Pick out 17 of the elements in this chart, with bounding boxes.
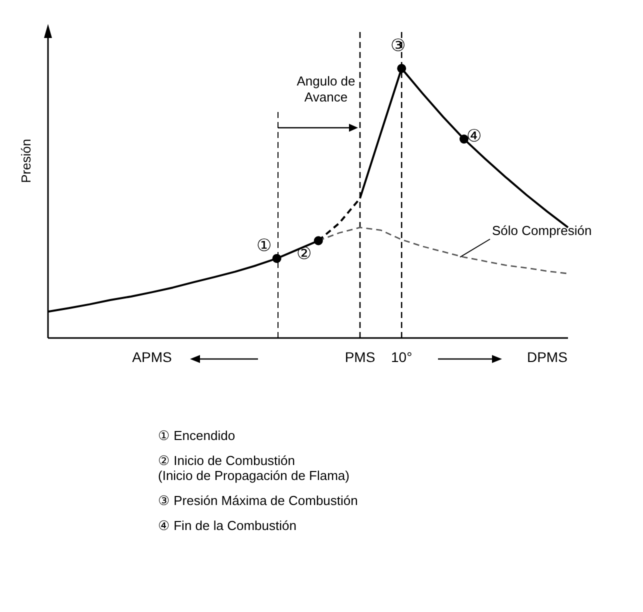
x-tick-label: PMS: [344, 349, 376, 365]
text: ③ Presión Máxima de Combustión: [158, 493, 359, 508]
y-axis-title: Presión: [18, 138, 34, 183]
annotation: ①: [256, 236, 272, 255]
annotation: Angulo de Avance: [296, 74, 356, 105]
x-tick-label: APMS: [132, 349, 172, 365]
x-tick-label: 10°: [391, 349, 412, 365]
text: ① Encendido: [158, 428, 236, 443]
text: ② Inicio de Combustión (Inicio de Propagación de Flama): [158, 453, 350, 483]
text: ④ Fin de la Combustión: [158, 518, 298, 533]
series-label: Sólo Compresión: [492, 223, 592, 238]
annotation: ④: [466, 126, 482, 146]
point: [314, 236, 323, 246]
point: [272, 254, 282, 263]
point: [397, 64, 406, 73]
annotation: ③: [390, 36, 406, 55]
x-tick-label: DPMS: [526, 349, 568, 365]
